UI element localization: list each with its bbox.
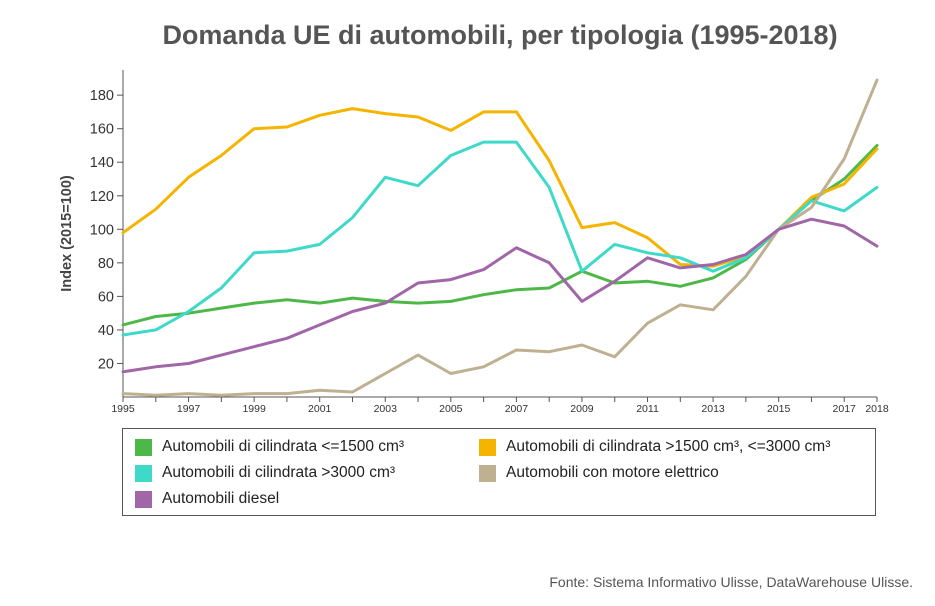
x-tick-label: 2018 [865,403,889,415]
chart-title: Domanda UE di automobili, per tipologia … [162,20,838,50]
x-tick-label: 1997 [177,403,201,415]
y-tick-label: 180 [90,88,114,104]
x-tick-label: 2013 [701,403,725,415]
x-tick-label: 1995 [111,403,135,415]
chart-legend: Automobili di cilindrata <=1500 cm³ Auto… [122,428,876,516]
x-tick-label: 2015 [767,403,791,415]
legend-swatch [479,438,496,456]
x-tick-label: 2007 [505,403,529,415]
y-tick-label: 100 [90,222,114,238]
x-tick-label: 1999 [242,403,266,415]
series-line-0 [121,144,879,327]
legend-swatch [135,464,152,482]
y-tick-label: 20 [98,356,114,372]
y-tick-label: 60 [98,289,114,305]
y-tick-label: 160 [90,122,114,138]
legend-label: Automobili di cilindrata >3000 cm³ [162,464,396,481]
x-tick-label: 2001 [308,403,332,415]
legend-item-diesel: Automobili diesel [135,490,279,508]
y-tick-label: 40 [98,323,114,339]
y-tick-label: 140 [90,155,114,171]
x-tick-label: 2003 [374,403,398,415]
legend-swatch [479,464,496,482]
legend-label: Automobili di cilindrata <=1500 cm³ [162,438,405,455]
legend-item-medium-engine: Automobili di cilindrata >1500 cm³, <=30… [479,438,830,456]
x-tick-label: 2011 [636,403,659,415]
series-line-4 [121,217,879,374]
series-line-3 [121,78,879,397]
source-note: Fonte: Sistema Informativo Ulisse, DataW… [549,574,913,590]
x-tick-label: 2009 [570,403,594,415]
x-tick-label: 2005 [439,403,463,415]
legend-label: Automobili di cilindrata >1500 cm³, <=30… [506,438,831,455]
legend-label: Automobili con motore elettrico [506,464,719,481]
legend-item-small-engine: Automobili di cilindrata <=1500 cm³ [135,438,404,456]
legend-swatch [135,490,152,508]
x-tick-label: 2017 [833,403,857,415]
y-tick-label: 120 [90,189,114,205]
series-line-2 [121,140,879,337]
legend-item-large-engine: Automobili di cilindrata >3000 cm³ [135,464,395,482]
y-tick-label: 80 [98,256,114,272]
legend-swatch [135,438,152,456]
y-axis-label: Index (2015=100) [59,175,75,292]
legend-label: Automobili diesel [162,490,280,507]
legend-item-electric: Automobili con motore elettrico [479,464,719,482]
